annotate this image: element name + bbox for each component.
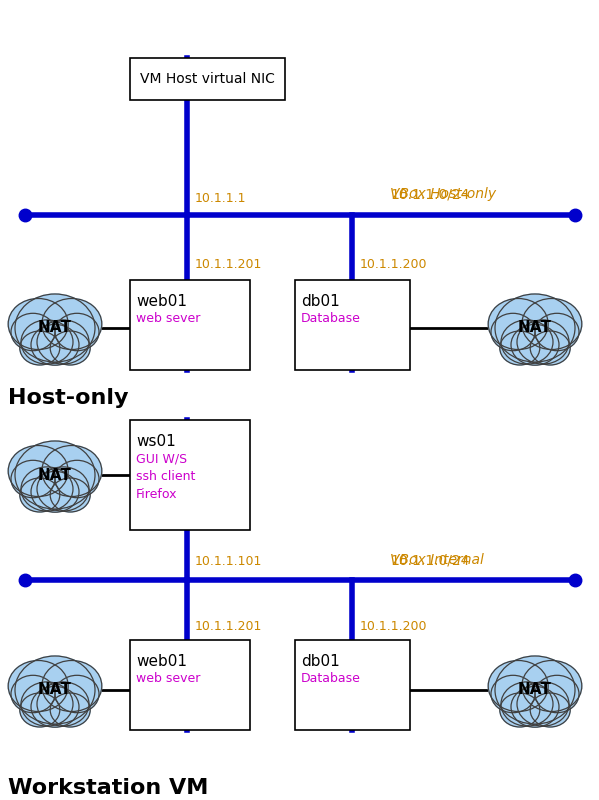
Ellipse shape <box>55 460 99 498</box>
Text: 10.1.1.201: 10.1.1.201 <box>195 258 262 271</box>
Ellipse shape <box>50 693 90 727</box>
Ellipse shape <box>488 298 548 350</box>
Ellipse shape <box>15 656 95 724</box>
Ellipse shape <box>37 320 89 364</box>
Ellipse shape <box>500 331 540 365</box>
Text: web sever: web sever <box>136 312 201 325</box>
Text: GUI W/S: GUI W/S <box>136 452 187 465</box>
Text: db01: db01 <box>301 294 340 309</box>
Text: ws01: ws01 <box>136 434 176 449</box>
Ellipse shape <box>535 314 579 350</box>
Ellipse shape <box>42 661 102 711</box>
Ellipse shape <box>488 661 548 711</box>
Ellipse shape <box>11 314 55 350</box>
Text: NAT: NAT <box>38 682 72 698</box>
Text: web01: web01 <box>136 294 187 309</box>
Ellipse shape <box>530 331 570 365</box>
Ellipse shape <box>8 661 68 711</box>
Ellipse shape <box>517 320 569 364</box>
Ellipse shape <box>20 478 60 512</box>
Text: ssh client: ssh client <box>136 470 195 483</box>
Ellipse shape <box>21 682 73 726</box>
Text: VBox Host-only: VBox Host-only <box>390 187 496 201</box>
FancyBboxPatch shape <box>130 420 250 530</box>
Ellipse shape <box>522 298 582 350</box>
Ellipse shape <box>8 298 68 350</box>
FancyBboxPatch shape <box>295 280 410 370</box>
Ellipse shape <box>50 331 90 365</box>
Text: 10.1.1.101: 10.1.1.101 <box>195 555 262 568</box>
Text: NAT: NAT <box>518 321 552 335</box>
Text: NAT: NAT <box>518 682 552 698</box>
Text: VM Host virtual NIC: VM Host virtual NIC <box>140 72 275 86</box>
Ellipse shape <box>42 446 102 497</box>
Ellipse shape <box>8 446 68 497</box>
Ellipse shape <box>491 675 535 713</box>
Ellipse shape <box>15 441 95 509</box>
Ellipse shape <box>42 298 102 350</box>
FancyBboxPatch shape <box>130 640 250 730</box>
Ellipse shape <box>20 693 60 727</box>
Ellipse shape <box>31 686 79 727</box>
Ellipse shape <box>11 460 55 498</box>
Ellipse shape <box>501 682 553 726</box>
Ellipse shape <box>31 471 79 512</box>
Text: Database: Database <box>301 672 361 685</box>
Ellipse shape <box>37 467 89 511</box>
Ellipse shape <box>500 693 540 727</box>
Ellipse shape <box>511 325 559 365</box>
Text: web sever: web sever <box>136 672 201 685</box>
Ellipse shape <box>11 675 55 713</box>
Text: 10.1.1.200: 10.1.1.200 <box>360 258 428 271</box>
Ellipse shape <box>55 314 99 350</box>
Ellipse shape <box>530 693 570 727</box>
Text: Host-only: Host-only <box>8 388 129 408</box>
Text: NAT: NAT <box>38 321 72 335</box>
Text: Firefox: Firefox <box>136 488 177 501</box>
Text: 10.1.1.1: 10.1.1.1 <box>195 192 247 205</box>
Ellipse shape <box>21 320 73 364</box>
Text: Database: Database <box>301 312 361 325</box>
Ellipse shape <box>21 467 73 511</box>
Ellipse shape <box>37 682 89 726</box>
Ellipse shape <box>522 661 582 711</box>
Ellipse shape <box>517 682 569 726</box>
Text: 10.1.1.0/24: 10.1.1.0/24 <box>390 188 470 202</box>
Text: VBox Internal: VBox Internal <box>390 553 484 567</box>
Ellipse shape <box>31 325 79 365</box>
Ellipse shape <box>15 294 95 362</box>
Ellipse shape <box>491 314 535 350</box>
Ellipse shape <box>495 656 575 724</box>
Ellipse shape <box>511 686 559 727</box>
Ellipse shape <box>495 294 575 362</box>
Ellipse shape <box>55 675 99 713</box>
Ellipse shape <box>535 675 579 713</box>
FancyBboxPatch shape <box>130 280 250 370</box>
Text: 10.1.1.200: 10.1.1.200 <box>360 620 428 633</box>
Ellipse shape <box>501 320 553 364</box>
FancyBboxPatch shape <box>295 640 410 730</box>
Text: web01: web01 <box>136 654 187 669</box>
Text: 10.1.1.201: 10.1.1.201 <box>195 620 262 633</box>
Text: Workstation VM: Workstation VM <box>8 778 208 798</box>
Ellipse shape <box>50 478 90 512</box>
Text: NAT: NAT <box>38 467 72 482</box>
Text: 10.1.1.0/24: 10.1.1.0/24 <box>390 554 470 568</box>
FancyBboxPatch shape <box>130 58 285 100</box>
Text: db01: db01 <box>301 654 340 669</box>
Ellipse shape <box>20 331 60 365</box>
